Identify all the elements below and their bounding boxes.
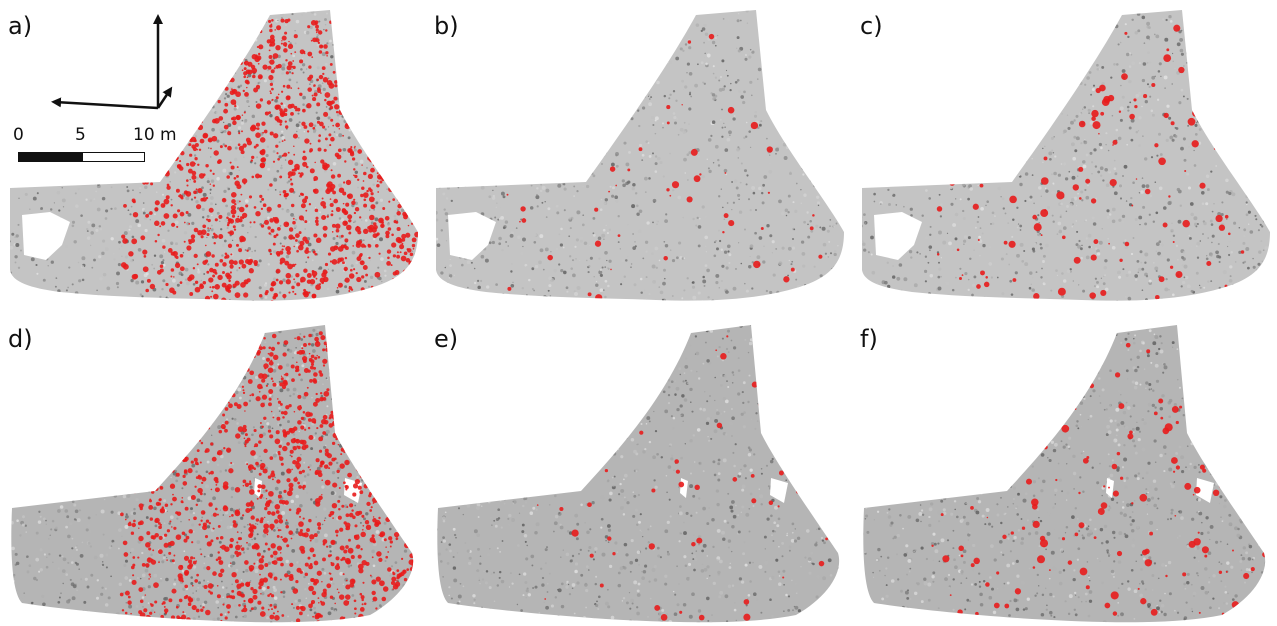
point-cloud-map-e [437, 325, 840, 623]
scale-tick-0: 0 [13, 125, 24, 145]
point-cloud-map-b [436, 10, 844, 301]
orientation-axes-icon [51, 14, 173, 110]
scale-tick-5: 5 [75, 125, 86, 145]
panel-label-f: f) [860, 325, 878, 353]
panel-label-b: b) [434, 12, 459, 40]
panel-f: f) [852, 313, 1277, 626]
panel-label-d: d) [8, 325, 33, 353]
scale-bar [18, 152, 145, 162]
panel-c: c) [852, 0, 1277, 313]
panel-d: d) [0, 313, 425, 626]
point-cloud-map-a [10, 10, 418, 301]
panel-b: b) [426, 0, 851, 313]
panel-a: a) 0 5 10 m [0, 0, 425, 313]
scale-tick-10: 10 m [133, 125, 177, 145]
panel-e: e) [426, 313, 851, 626]
point-cloud-map-d [11, 325, 414, 623]
panel-label-a: a) [8, 12, 33, 40]
panel-label-c: c) [860, 12, 883, 40]
point-cloud-map-c [862, 10, 1270, 301]
panel-label-e: e) [434, 325, 459, 353]
point-cloud-map-f [863, 325, 1266, 623]
